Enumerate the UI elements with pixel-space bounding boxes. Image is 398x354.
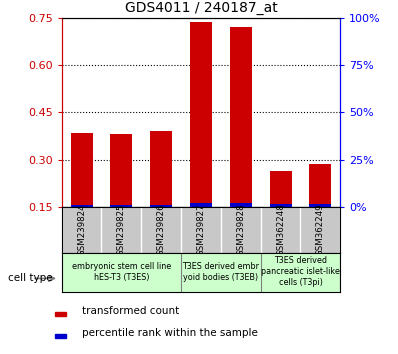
Text: GSM239826: GSM239826 bbox=[157, 204, 166, 256]
Bar bbox=[111, 205, 132, 207]
Text: GSM239828: GSM239828 bbox=[236, 204, 245, 256]
Bar bbox=[71, 133, 92, 207]
Title: GDS4011 / 240187_at: GDS4011 / 240187_at bbox=[125, 1, 277, 15]
Text: embryonic stem cell line
hES-T3 (T3ES): embryonic stem cell line hES-T3 (T3ES) bbox=[72, 262, 171, 282]
Bar bbox=[270, 204, 291, 207]
Text: GSM239827: GSM239827 bbox=[197, 204, 205, 256]
Bar bbox=[190, 203, 212, 207]
Text: GSM239825: GSM239825 bbox=[117, 204, 126, 256]
Text: cell type: cell type bbox=[8, 273, 53, 283]
Bar bbox=[230, 203, 252, 207]
Bar bbox=[150, 205, 172, 207]
Text: GSM362248: GSM362248 bbox=[276, 204, 285, 257]
Text: percentile rank within the sample: percentile rank within the sample bbox=[82, 328, 258, 338]
Bar bbox=[55, 335, 66, 338]
Bar bbox=[230, 27, 252, 207]
Text: T3ES derived embr
yoid bodies (T3EB): T3ES derived embr yoid bodies (T3EB) bbox=[182, 262, 259, 282]
Bar bbox=[310, 204, 332, 207]
Bar bbox=[55, 313, 66, 316]
Bar bbox=[111, 134, 132, 207]
Bar bbox=[310, 165, 332, 207]
Bar bbox=[190, 22, 212, 207]
Bar bbox=[150, 131, 172, 207]
Bar bbox=[270, 171, 291, 207]
Text: transformed count: transformed count bbox=[82, 306, 179, 316]
Bar bbox=[71, 205, 92, 207]
Text: T3ES derived
pancreatic islet-like
cells (T3pi): T3ES derived pancreatic islet-like cells… bbox=[261, 256, 340, 287]
Text: GSM362249: GSM362249 bbox=[316, 204, 325, 256]
Text: GSM239824: GSM239824 bbox=[77, 204, 86, 256]
